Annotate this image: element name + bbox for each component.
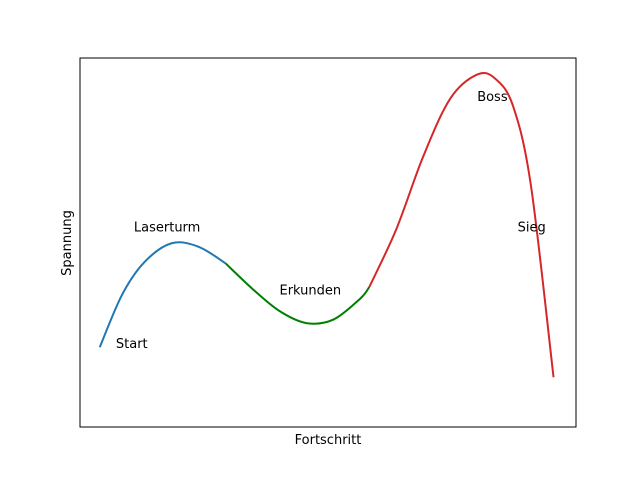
series-line-3 — [368, 71, 555, 378]
series-line-2 — [224, 262, 371, 325]
series-line-1 — [98, 241, 227, 348]
x-axis-label: Fortschritt — [295, 433, 362, 448]
y-axis-label: Spannung — [60, 210, 75, 276]
annotation-layer: Start Laserturm Erkunden Boss Sieg — [116, 90, 546, 352]
annotation-label-2: Laserturm — [134, 221, 200, 236]
annotation-label-5: Sieg — [518, 221, 546, 236]
series-layer — [98, 71, 555, 378]
annotation-label-3: Erkunden — [280, 283, 342, 298]
plot-area — [79, 57, 577, 428]
annotation-label-1: Start — [116, 337, 148, 352]
annotation-label-4: Boss — [477, 90, 508, 105]
